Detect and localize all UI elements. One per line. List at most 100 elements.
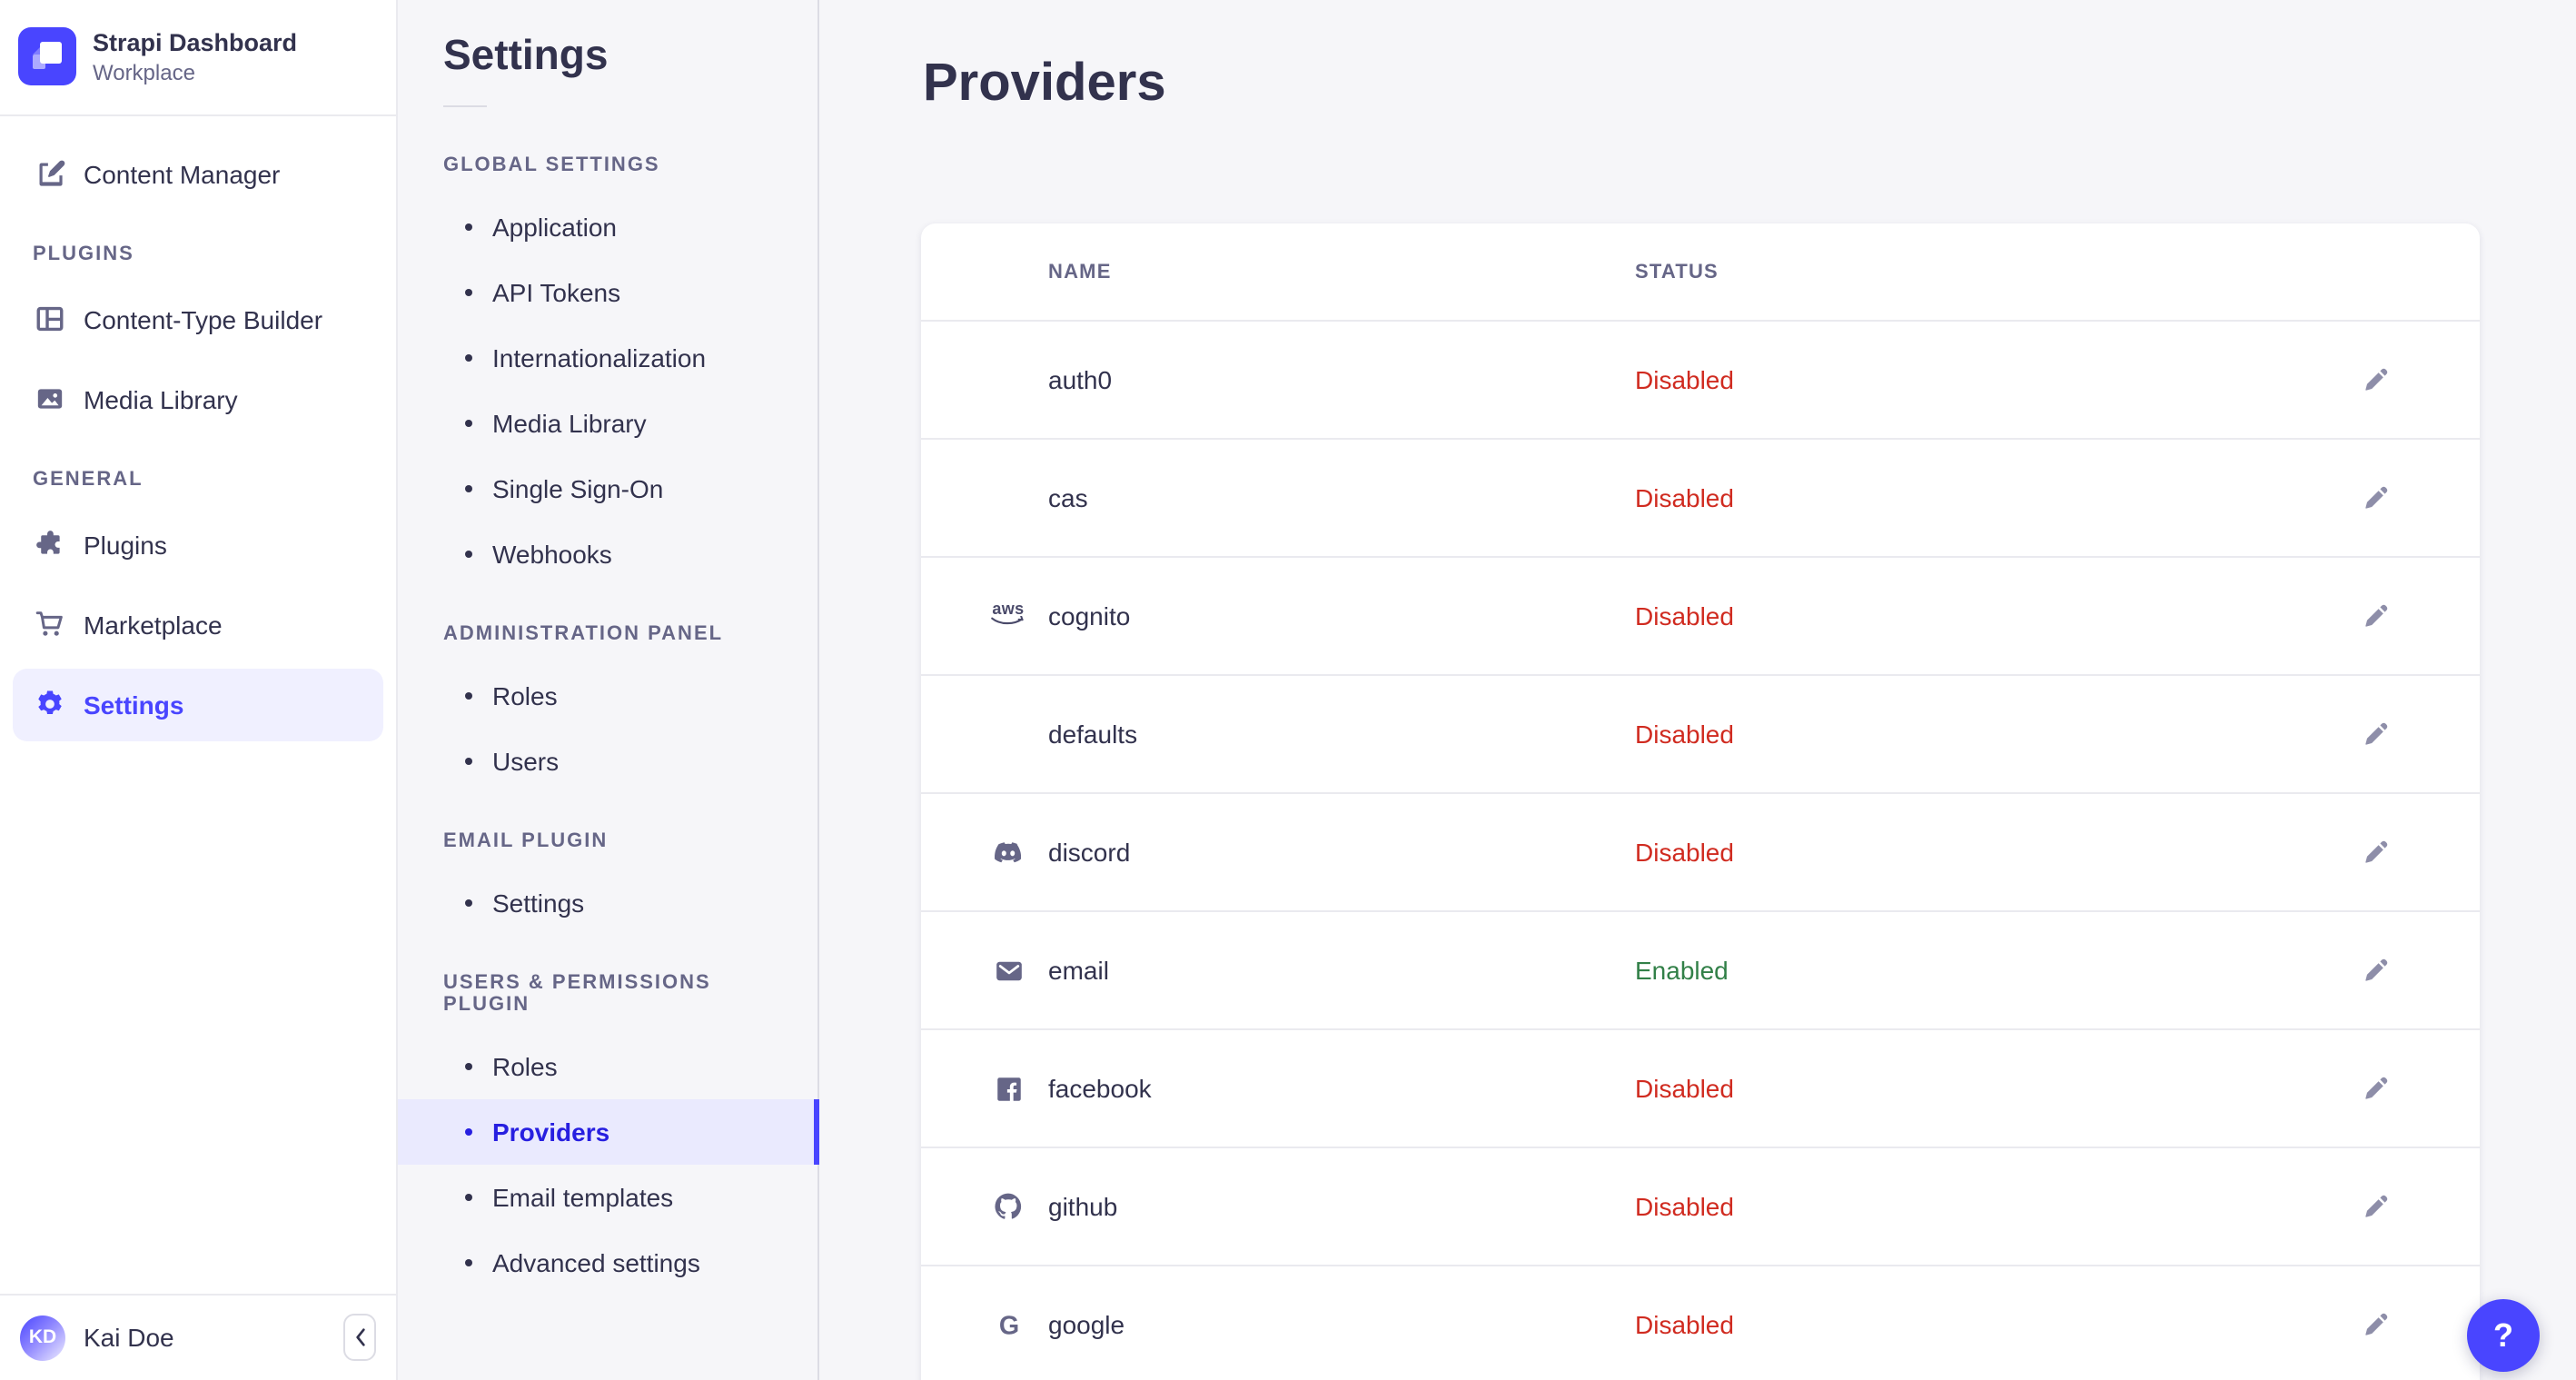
edit-provider-button[interactable] [2362,1310,2391,1339]
pencil-icon [2362,956,2391,985]
provider-row-auth0[interactable]: auth0 Disabled [921,322,2480,440]
subnav-item-email-templates[interactable]: Email templates [398,1165,817,1230]
main-menu: Content Manager PLUGINS Content-Type Build… [0,115,396,740]
aws-icon: aws [968,601,1048,630]
sidebar-item-content-manager[interactable]: Content Manager [13,137,383,210]
sidebar-item-label: Settings [84,690,184,719]
sidebar-item-settings[interactable]: Settings [13,668,383,740]
sidebar-item-content-type-builder[interactable]: Content-Type Builder [13,283,383,355]
subnav-item-label: Single Sign-On [492,474,664,503]
provider-status: Disabled [1635,838,1734,867]
pencil-icon [2362,365,2391,394]
subnav-item-internationalization[interactable]: Internationalization [398,325,817,391]
settings-subnav: Settings GLOBAL SETTINGS Application API T… [398,0,819,1380]
provider-name: email [1048,956,1109,985]
email-icon [968,955,1048,986]
subnav-item-roles[interactable]: Roles [398,663,817,729]
subnav-item-label: Application [492,213,617,242]
sidebar-item-label: Content-Type Builder [84,304,323,333]
edit-provider-button[interactable] [2362,1192,2391,1221]
edit-provider-button[interactable] [2362,838,2391,867]
provider-row-cas[interactable]: cas Disabled [921,440,2480,558]
svg-text:G: G [998,1310,1018,1339]
sidebar-item-marketplace[interactable]: Marketplace [13,588,383,660]
edit-provider-button[interactable] [2362,1074,2391,1103]
collapse-sidebar-button[interactable] [343,1314,376,1362]
marketplace-icon [33,608,65,640]
subnav-item-label: Advanced settings [492,1248,700,1277]
subnav-section: USERS & PERMISSIONS PLUGIN Roles Providers… [398,972,819,1296]
provider-status: Disabled [1635,483,1734,512]
main-sidebar: Strapi Dashboard Workplace Content Manag… [0,0,398,1380]
sidebar-item-label: Plugins [84,530,167,559]
provider-status: Disabled [1635,1310,1734,1339]
subnav-item-roles[interactable]: Roles [398,1034,817,1099]
google-icon: G [968,1309,1048,1340]
subnav-item-label: Users [492,747,560,776]
bullet-icon [465,551,472,558]
page-title: Providers [923,55,1166,113]
edit-provider-button[interactable] [2362,956,2391,985]
divider [443,105,487,107]
provider-row-email[interactable]: email Enabled [921,912,2480,1030]
bullet-icon [465,289,472,296]
subnav-item-single-sign-on[interactable]: Single Sign-On [398,456,817,521]
sidebar-item-label: Marketplace [84,610,223,639]
subnav-item-advanced-settings[interactable]: Advanced settings [398,1230,817,1296]
edit-provider-button[interactable] [2362,601,2391,630]
user-name: Kai Doe [84,1323,174,1353]
edit-provider-button[interactable] [2362,365,2391,394]
subnav-item-label: Roles [492,681,558,710]
strapi-logo-icon [18,27,76,86]
subnav-section-label: USERS & PERMISSIONS PLUGIN [443,972,711,1016]
subnav-item-label: Settings [492,889,585,918]
main-content: Providers NAME STATUS auth0 Disabled cas Di… [819,0,2576,1380]
user-menu[interactable]: KD Kai Doe [20,1315,174,1361]
provider-row-github[interactable]: github Disabled [921,1148,2480,1266]
bullet-icon [465,485,472,492]
subnav-section: ADMINISTRATION PANEL Roles Users [398,623,817,794]
sidebar-item-media-library[interactable]: Media Library [13,362,383,435]
sidebar-item-plugins[interactable]: Plugins [13,508,383,581]
subnav-item-providers[interactable]: Providers [398,1099,819,1165]
pencil-icon [2362,720,2391,749]
help-button[interactable]: ? [2467,1299,2540,1372]
edit-provider-button[interactable] [2362,720,2391,749]
chevron-left-icon [353,1328,366,1347]
plugins-icon [33,528,65,561]
subnav-item-application[interactable]: Application [398,194,817,260]
provider-row-defaults[interactable]: defaults Disabled [921,676,2480,794]
subnav-item-label: Internationalization [492,343,707,372]
subnav-item-webhooks[interactable]: Webhooks [398,521,817,587]
subnav-item-label: Roles [492,1052,558,1081]
workspace-header[interactable]: Strapi Dashboard Workplace [0,0,396,115]
provider-name: cas [1048,483,1088,512]
bullet-icon [465,1063,472,1070]
subnav-section: GLOBAL SETTINGS Application API Tokens Inte… [398,154,817,587]
bullet-icon [465,354,472,362]
discord-icon [968,836,1048,869]
provider-row-discord[interactable]: discord Disabled [921,794,2480,912]
subnav-item-settings[interactable]: Settings [398,870,817,936]
provider-name: google [1048,1310,1125,1339]
provider-status: Enabled [1635,956,1729,985]
bullet-icon [465,420,472,427]
provider-status: Disabled [1635,365,1734,394]
edit-provider-button[interactable] [2362,483,2391,512]
subnav-item-media-library[interactable]: Media Library [398,391,817,456]
provider-status: Disabled [1635,1074,1734,1103]
subnav-item-label: Email templates [492,1183,674,1212]
subnav-item-api-tokens[interactable]: API Tokens [398,260,817,325]
provider-name: github [1048,1192,1118,1221]
provider-row-facebook[interactable]: facebook Disabled [921,1030,2480,1148]
provider-row-cognito[interactable]: aws cognito Disabled [921,558,2480,676]
media-library-icon [33,382,65,415]
provider-status: Disabled [1635,1192,1734,1221]
column-header-name: NAME [1048,261,1112,283]
pencil-icon [2362,1310,2391,1339]
avatar: KD [20,1315,65,1361]
facebook-icon [968,1073,1048,1104]
subnav-item-users[interactable]: Users [398,729,817,794]
